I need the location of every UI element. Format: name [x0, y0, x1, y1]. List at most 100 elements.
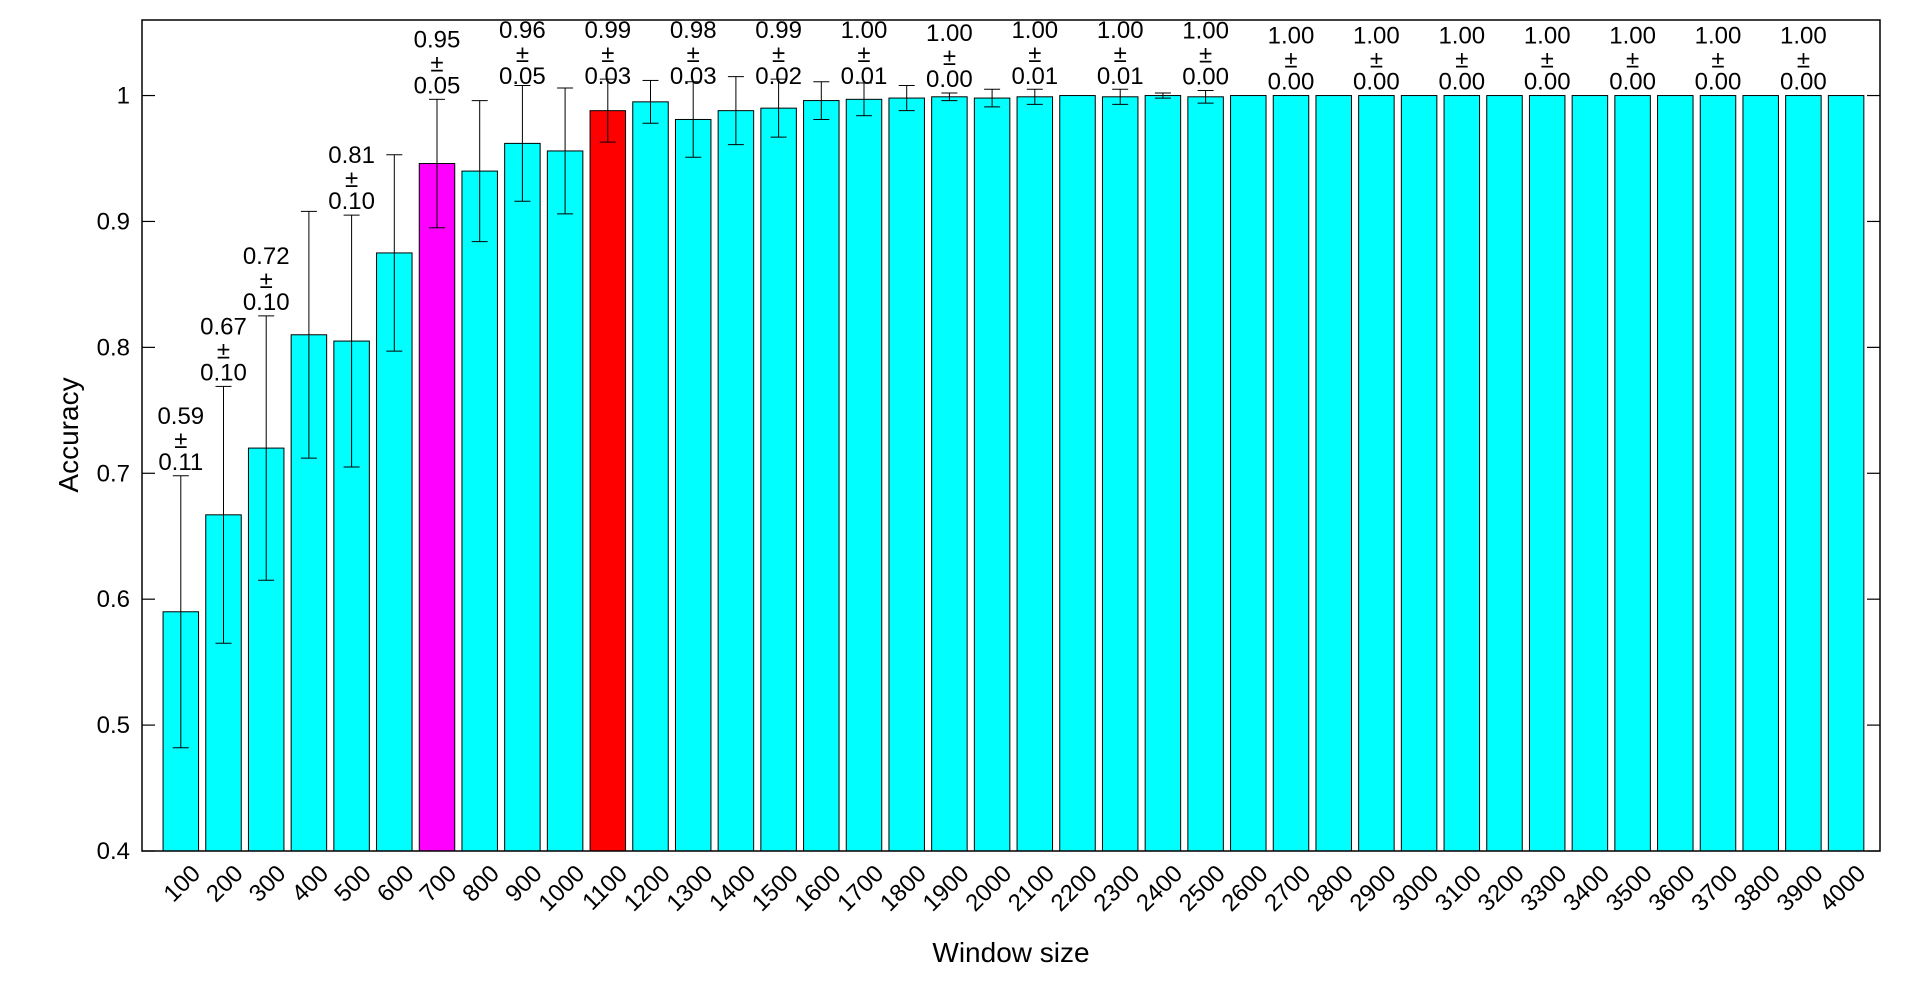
annotation-1500: 0.02±0.99	[755, 17, 802, 90]
annotation-std: 0.03	[584, 63, 631, 90]
annotation-std: 0.00	[926, 66, 973, 93]
bar-2800	[1315, 95, 1352, 852]
y-tick-label: 0.4	[97, 838, 130, 865]
annotation-700: 0.05±0.95	[414, 26, 461, 99]
annotation-2700: 0.00±1.00	[1268, 23, 1315, 96]
annotation-mean: 1.00	[1268, 23, 1315, 50]
bar-2900	[1358, 95, 1395, 852]
bar-1600	[803, 100, 840, 852]
annotation-std: 0.00	[1438, 69, 1485, 96]
bar-800	[461, 170, 498, 852]
annotation-3700: 0.00±1.00	[1695, 23, 1742, 96]
annotation-mean: 0.99	[755, 17, 802, 44]
annotation-100: 0.11±0.59	[157, 403, 204, 476]
annotation-3500: 0.00±1.00	[1609, 23, 1656, 96]
y-axis-label: Accuracy	[53, 377, 84, 492]
annotation-std: 0.05	[499, 63, 546, 90]
annotation-3300: 0.00±1.00	[1524, 23, 1571, 96]
bar-3300	[1528, 95, 1566, 852]
error-bar-2000	[984, 88, 1001, 108]
bar-3400	[1571, 95, 1609, 852]
bar-1500	[760, 107, 797, 852]
y-tick-label: 0.9	[97, 208, 130, 235]
annotation-std: 0.00	[1780, 69, 1827, 96]
y-tick-label: 0.7	[97, 460, 130, 487]
annotation-mean: 0.72	[243, 243, 290, 270]
bar-1100	[589, 110, 627, 852]
annotation-plus-minus: ±	[1284, 47, 1297, 74]
error-bar-500	[343, 214, 360, 468]
bar-2600	[1230, 95, 1267, 852]
annotation-mean: 1.00	[1524, 23, 1571, 50]
error-bar-1500	[770, 78, 787, 138]
bar-2200	[1059, 95, 1096, 852]
annotation-mean: 1.00	[926, 20, 973, 47]
annotation-mean: 0.67	[200, 313, 247, 340]
annotation-plus-minus: ±	[1626, 47, 1639, 74]
annotation-plus-minus: ±	[174, 427, 187, 454]
annotation-mean: 1.00	[1182, 18, 1229, 45]
error-bar-900	[514, 84, 531, 202]
annotation-std: 0.10	[243, 289, 290, 316]
bar-4000	[1827, 95, 1865, 852]
annotation-3100: 0.00±1.00	[1438, 23, 1485, 96]
annotation-std: 0.00	[1353, 69, 1400, 96]
x-axis-label: Window size	[932, 937, 1089, 968]
bar-3700	[1699, 95, 1737, 852]
bar-3100	[1443, 95, 1481, 852]
error-bar-2100	[1026, 88, 1043, 105]
annotation-std: 0.01	[841, 63, 888, 90]
annotation-plus-minus: ±	[430, 50, 443, 77]
annotation-plus-minus: ±	[1199, 42, 1212, 69]
annotation-3900: 0.00±1.00	[1780, 23, 1827, 96]
annotation-std: 0.01	[1011, 63, 1058, 90]
annotation-std: 0.10	[200, 359, 247, 386]
bar-1900	[931, 96, 968, 852]
error-bar-700	[429, 98, 445, 229]
annotation-mean: 0.96	[499, 17, 546, 44]
annotation-mean: 0.99	[584, 17, 631, 44]
bar-1200	[632, 101, 669, 852]
error-bar-600	[386, 154, 403, 352]
annotation-mean: 1.00	[1609, 23, 1656, 50]
annotation-plus-minus: ±	[217, 337, 230, 364]
bar-3000	[1400, 95, 1438, 852]
annotation-2300: 0.01±1.00	[1097, 17, 1144, 90]
annotation-mean: 1.00	[1353, 23, 1400, 50]
annotation-500: 0.10±0.81	[328, 142, 375, 215]
annotation-200: 0.10±0.67	[200, 313, 247, 386]
error-bar-800	[471, 100, 488, 243]
error-bar-2500	[1197, 90, 1214, 104]
annotation-plus-minus: ±	[1541, 47, 1554, 74]
bar-2500	[1187, 96, 1224, 852]
y-tick-label: 0.6	[97, 586, 130, 613]
annotation-900: 0.05±0.96	[499, 17, 546, 90]
annotation-plus-minus: ±	[857, 41, 870, 68]
annotation-1900: 0.00±1.00	[926, 20, 973, 93]
annotation-std: 0.10	[328, 188, 375, 215]
annotation-plus-minus: ±	[1455, 47, 1468, 74]
annotation-300: 0.10±0.72	[243, 243, 290, 316]
bar-2300	[1101, 96, 1139, 852]
bar-3900	[1785, 95, 1822, 852]
annotation-plus-minus: ±	[260, 267, 273, 294]
error-bar-200	[215, 385, 232, 644]
y-ticks-layer: 0.4 0.5 0.6 0.7 0.8 0.9 1	[97, 83, 1880, 865]
annotations-layer: 0.11±0.590.10±0.670.10±0.720.10±0.810.05…	[157, 17, 1826, 476]
annotation-mean: 0.59	[157, 403, 204, 430]
bar-2100	[1016, 96, 1054, 852]
annotation-plus-minus: ±	[1114, 41, 1127, 68]
annotation-mean: 1.00	[1438, 23, 1485, 50]
bar-2400	[1144, 95, 1182, 852]
error-bars-layer	[172, 76, 1214, 749]
annotation-2500: 0.00±1.00	[1182, 18, 1229, 91]
annotation-std: 0.00	[1268, 69, 1315, 96]
annotation-plus-minus: ±	[601, 41, 614, 68]
annotation-plus-minus: ±	[1028, 41, 1041, 68]
bars-layer	[162, 95, 1865, 852]
error-bar-1200	[642, 79, 659, 124]
annotation-plus-minus: ±	[1797, 47, 1810, 74]
bar-3800	[1742, 95, 1779, 852]
annotation-std: 0.00	[1524, 69, 1571, 96]
annotation-plus-minus: ±	[516, 41, 529, 68]
